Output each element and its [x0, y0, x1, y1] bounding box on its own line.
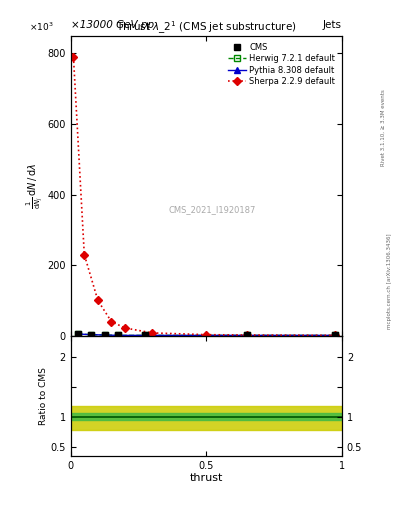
Text: $\times 10^3$: $\times 10^3$: [29, 20, 53, 33]
Y-axis label: Ratio to CMS: Ratio to CMS: [39, 367, 48, 424]
Title: Thrust $\lambda\_2^1$ (CMS jet substructure): Thrust $\lambda\_2^1$ (CMS jet substruct…: [116, 19, 297, 36]
X-axis label: thrust: thrust: [190, 473, 223, 483]
Text: Rivet 3.1.10, ≥ 3.3M events: Rivet 3.1.10, ≥ 3.3M events: [381, 90, 386, 166]
Text: mcplots.cern.ch [arXiv:1306.3436]: mcplots.cern.ch [arXiv:1306.3436]: [387, 234, 391, 329]
Y-axis label: $\frac{1}{\mathrm{d}N_j}\,\mathrm{d}N\,/\,\mathrm{d}\lambda$: $\frac{1}{\mathrm{d}N_j}\,\mathrm{d}N\,/…: [24, 162, 44, 209]
Text: ×13000 GeV pp: ×13000 GeV pp: [71, 19, 154, 30]
Legend: CMS, Herwig 7.2.1 default, Pythia 8.308 default, Sherpa 2.2.9 default: CMS, Herwig 7.2.1 default, Pythia 8.308 …: [225, 40, 338, 89]
Text: Jets: Jets: [323, 19, 342, 30]
Text: CMS_2021_I1920187: CMS_2021_I1920187: [168, 205, 255, 215]
